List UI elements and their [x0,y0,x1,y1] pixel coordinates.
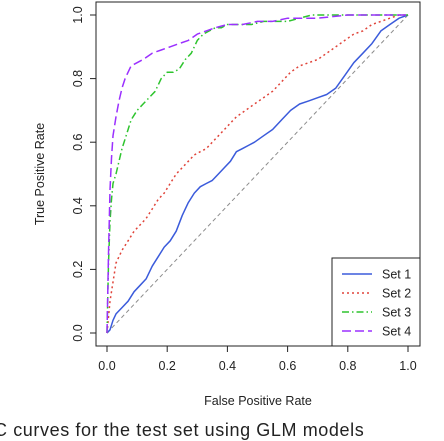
x-tick-label: 0.6 [279,359,296,373]
legend-label-set-2: Set 2 [382,287,411,301]
series-lines-group [106,14,409,334]
plot-frame [95,1,421,347]
series-line-set-3 [106,14,408,334]
y-axis: 0.0 0.2 0.4 0.6 0.8 1.0 [71,6,96,342]
y-tick-label: 1.0 [71,6,85,23]
x-tick-label: 0.8 [339,359,356,373]
reference-diagonal-line [106,14,409,334]
series-line-set-1 [106,14,409,334]
series-line-set-4 [106,14,408,334]
x-tick-label: 1.0 [399,359,416,373]
y-tick-label: 0.2 [71,261,85,278]
legend-label-set-1: Set 1 [382,268,411,282]
y-axis-label: True Positive Rate [33,123,47,225]
legend-label-set-3: Set 3 [382,306,411,320]
x-tick-label: 0.0 [98,359,115,373]
figure-caption: C curves for the test set using GLM mode… [0,420,365,440]
y-tick-label: 0.4 [71,197,85,214]
y-tick-label: 0.0 [71,324,85,341]
reference-diagonal-group [106,14,409,334]
x-tick-label: 0.2 [159,359,176,373]
legend: Set 1 Set 2 Set 3 Set 4 [331,257,421,347]
legend-label-set-4: Set 4 [382,325,411,339]
y-tick-label: 0.6 [71,133,85,150]
x-tick-label: 0.4 [219,359,236,373]
y-tick-label: 0.8 [71,70,85,87]
x-axis: 0.0 0.2 0.4 0.6 0.8 1.0 [98,346,417,373]
x-axis-label: False Positive Rate [204,394,312,408]
series-line-set-2 [106,14,408,334]
roc-chart: 0.0 0.2 0.4 0.6 0.8 1.0 0.0 0.2 0.4 0.6 0.8 1.0 Fa… [33,1,421,408]
